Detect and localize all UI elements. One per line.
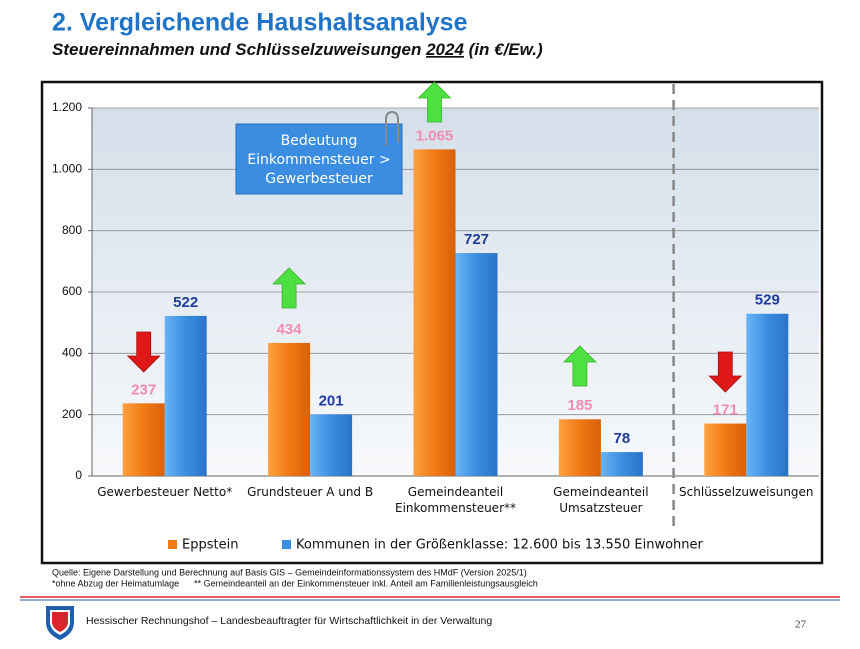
data-label: 78: [614, 430, 631, 447]
data-label: 237: [131, 381, 156, 398]
y-tick-label: 600: [62, 284, 82, 298]
source-note: Quelle: Eigene Darstellung und Berechnun…: [52, 567, 527, 577]
data-label: 522: [173, 294, 198, 311]
x-tick-label: Schlüsselzuweisungen: [679, 485, 814, 499]
data-label: 185: [567, 397, 592, 414]
trend-arrow: [417, 81, 452, 123]
data-label: 434: [277, 321, 303, 338]
bar: [268, 342, 311, 476]
bar: [746, 313, 789, 476]
y-tick-label: 0: [75, 468, 82, 482]
x-tick-label: Grundsteuer A und B: [247, 485, 374, 499]
footer-text: Hessischer Rechnungshof – Landesbeauftra…: [86, 615, 492, 627]
subtitle-part: Steuereinnahmen und Schlüsselzuweisungen: [52, 40, 426, 59]
logo: [46, 606, 74, 640]
callout-text: Bedeutung: [281, 133, 358, 149]
bar: [413, 149, 456, 476]
bar: [600, 452, 643, 476]
bar: [455, 253, 498, 476]
y-tick-label: 800: [62, 223, 82, 237]
legend-label: Kommunen in der Größenklasse: 12.600 bis…: [296, 538, 704, 553]
subtitle-part: (in €/Ew.): [464, 40, 543, 59]
x-tick-label-box: Grundsteuer A und B: [247, 485, 374, 499]
data-label: 201: [319, 392, 344, 409]
data-label: 171: [713, 402, 738, 419]
callout-text: Gewerbesteuer: [265, 171, 373, 187]
bar: [558, 419, 601, 476]
x-tick-label: Gewerbesteuer Netto*: [97, 485, 233, 499]
legend-swatch: [282, 540, 291, 549]
trend-arrow: [126, 331, 161, 373]
y-tick-label: 1.000: [52, 162, 82, 176]
trend-arrow: [562, 345, 597, 387]
callout: [235, 123, 403, 195]
bar: [310, 414, 353, 476]
trend-arrow: [272, 267, 307, 309]
bar: [704, 423, 747, 476]
legend-label: Eppstein: [182, 538, 238, 553]
footnote: *ohne Abzug der Heimatumlage ** Gemeinde…: [52, 578, 538, 588]
x-tick-label-box: Gemeindeanteil Umsatzsteuer: [553, 485, 649, 515]
data-label: 529: [755, 292, 780, 309]
data-label: 1.065: [416, 127, 454, 144]
legend-swatch: [168, 540, 177, 549]
bar: [122, 403, 165, 476]
x-tick-label: Gemeindeanteil Umsatzsteuer: [553, 485, 649, 515]
x-tick-label-box: Schlüsselzuweisungen: [679, 485, 814, 499]
y-tick-label: 200: [62, 407, 82, 421]
title: 2. Vergleichende Haushaltsanalyse: [52, 9, 468, 37]
data-label: 727: [464, 231, 489, 248]
x-tick-label-box: Gemeindeanteil Einkommensteuer**: [394, 485, 516, 515]
paperclip: [385, 110, 399, 146]
chart: 0 200 400 600 800 1.000 1.200 237 434 1.065 185 171…: [52, 81, 819, 553]
page-number: 27: [795, 619, 807, 631]
y-tick-label: 1.200: [52, 100, 82, 114]
bar: [164, 315, 207, 476]
trend-arrow: [708, 351, 743, 393]
x-tick-label-box: Gewerbesteuer Netto*: [97, 485, 233, 499]
subtitle-part: 2024: [425, 40, 464, 59]
y-tick-label: 400: [62, 346, 82, 360]
callout-text: Einkommensteuer >: [247, 152, 390, 168]
x-tick-label: Gemeindeanteil Einkommensteuer**: [394, 485, 516, 515]
subtitle: Steuereinnahmen und Schlüsselzuweisungen…: [52, 40, 543, 59]
